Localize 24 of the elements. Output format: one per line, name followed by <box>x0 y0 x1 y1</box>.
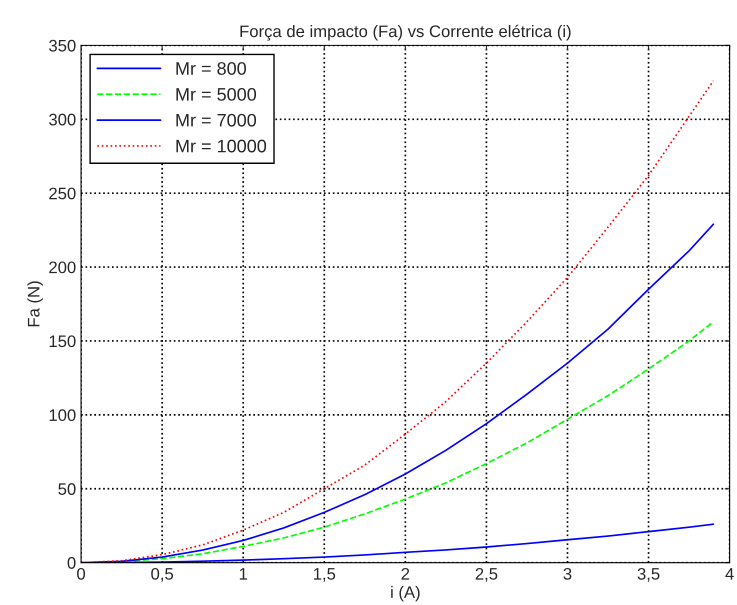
x-tick-label: 1,5 <box>314 568 336 582</box>
legend-label: Mr = 800 <box>176 62 246 75</box>
y-tick-label: 300 <box>49 114 76 126</box>
x-tick-label: 2 <box>402 568 410 580</box>
legend-label: Mr = 10000 <box>176 140 266 152</box>
x-tick-label: 0 <box>77 568 86 580</box>
x-tick-label: 1 <box>240 568 248 580</box>
y-tick-label: 50 <box>58 483 76 495</box>
x-tick-label: 2,5 <box>476 568 498 582</box>
y-tick-label: 100 <box>50 409 76 422</box>
legend-label: Mr = 7000 <box>176 114 256 127</box>
y-tick-label: 350 <box>49 40 76 52</box>
x-tick-label: 0,5 <box>151 568 174 582</box>
y-tick-label: 0 <box>68 557 76 569</box>
x-tick-label: 4 <box>725 568 734 580</box>
y-tick-label: 200 <box>49 261 76 274</box>
x-tick-label: 3 <box>563 568 572 580</box>
legend-label: Mr = 5000 <box>176 88 256 101</box>
x-tick-label: 3,5 <box>638 568 660 582</box>
y-axis-title: Fa (N) <box>27 281 43 326</box>
chart-title: Força de impacto (Fa) vs Corrente elétrica (i) <box>240 24 571 41</box>
y-tick-label: 250 <box>49 188 76 200</box>
x-axis-title: i (A) <box>391 586 420 602</box>
y-tick-label: 150 <box>50 335 76 348</box>
